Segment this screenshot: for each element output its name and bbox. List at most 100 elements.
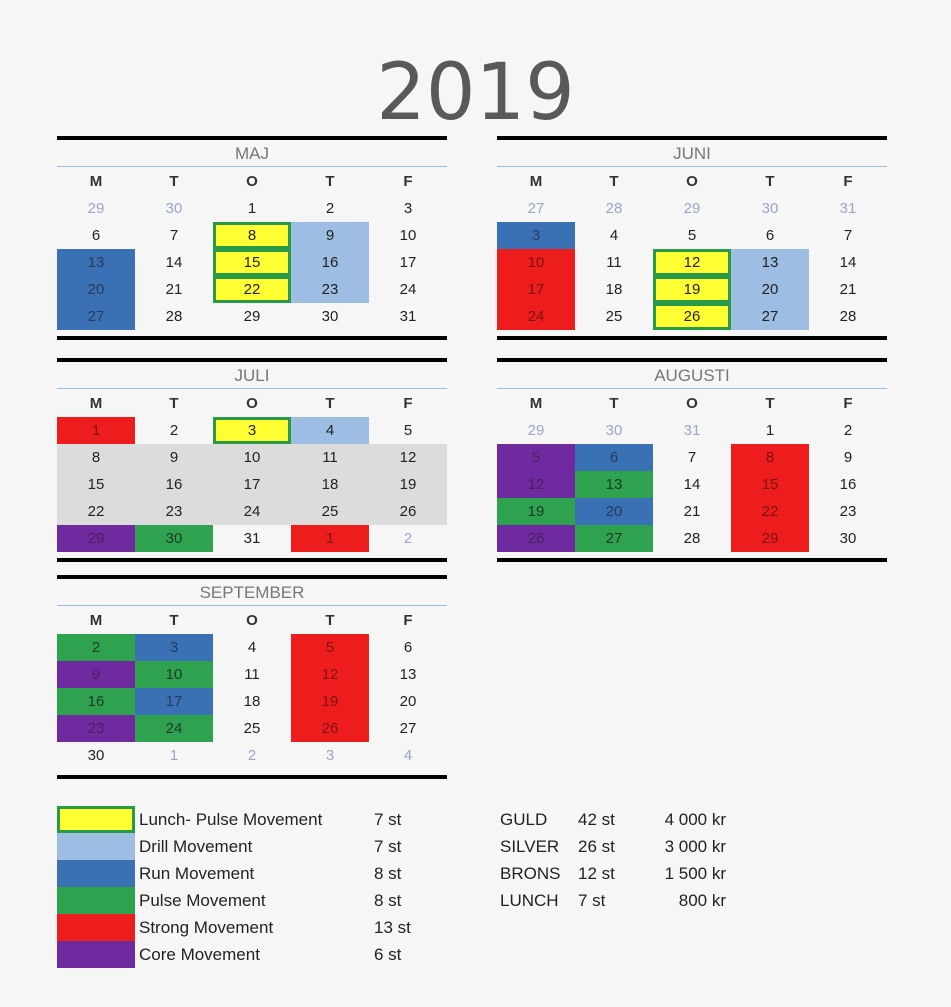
day-cell: 16: [57, 688, 135, 715]
weekday-label: O: [246, 395, 258, 412]
day-cell: 23: [839, 503, 857, 520]
legend-item: Run Movement 8 st: [57, 860, 477, 887]
day-cell: 29: [731, 525, 809, 552]
day-cell: 3: [213, 417, 291, 444]
weekday-label: F: [403, 395, 413, 412]
day-cell: 26: [369, 498, 447, 525]
legend: Lunch- Pulse Movement 7 st Drill Movement 7…: [57, 806, 477, 968]
legend-item: Core Movement 6 st: [57, 941, 477, 968]
day-cell: 27: [57, 303, 135, 330]
day-cell: 6: [575, 444, 653, 471]
day-cell: 6: [403, 639, 413, 656]
day-cell: 14: [839, 254, 857, 271]
day-cell: 10: [135, 661, 213, 688]
day-cell: 9: [291, 222, 369, 249]
day-cell: 6: [765, 227, 775, 244]
day-cell: 30: [165, 200, 183, 217]
day-cell: 10: [213, 444, 291, 471]
month-name: AUGUSTI: [497, 362, 887, 389]
day-cell: 28: [165, 308, 183, 325]
day-cell: 19: [653, 276, 731, 303]
day-cell: 21: [839, 281, 857, 298]
day-cell: 3: [497, 222, 575, 249]
prize-row: GULD 42 st 4 000 kr: [500, 806, 726, 833]
legend-label: Pulse Movement: [139, 890, 266, 910]
day-cell: 28: [605, 200, 623, 217]
day-cell: 19: [369, 471, 447, 498]
day-cell: 10: [497, 249, 575, 276]
day-cell: 17: [213, 471, 291, 498]
weekday-label: T: [169, 395, 179, 412]
week-row: 19 20 21 22 23: [497, 498, 887, 525]
week-row: 22 23 24 25 26: [57, 498, 447, 525]
weekday-label: F: [403, 173, 413, 190]
legend-item: Drill Movement 7 st: [57, 833, 477, 860]
week-row: 17 18 19 20 21: [497, 276, 887, 303]
day-cell: 15: [731, 471, 809, 498]
day-cell: 12: [653, 249, 731, 276]
legend-label: Lunch- Pulse Movement: [139, 809, 323, 829]
week-row: 13 14 15 16 17: [57, 249, 447, 276]
day-cell: 27: [575, 525, 653, 552]
weekday-label: F: [843, 173, 853, 190]
day-cell: 7: [169, 227, 179, 244]
day-cell: 10: [399, 227, 417, 244]
day-cell: 2: [169, 422, 179, 439]
day-cell: 21: [683, 503, 701, 520]
weekday-label: O: [686, 173, 698, 190]
prize-amount: 4 000 kr: [664, 809, 726, 829]
day-cell: 18: [243, 693, 261, 710]
weekday-label: M: [89, 612, 103, 629]
day-cell: 16: [291, 249, 369, 276]
day-cell: 11: [244, 666, 260, 683]
day-cell: 22: [57, 498, 135, 525]
week-row: 12 13 14 15 16: [497, 471, 887, 498]
day-cell: 12: [369, 444, 447, 471]
day-cell: 18: [605, 281, 623, 298]
day-cell: 20: [731, 276, 809, 303]
year-title: 2019: [376, 48, 575, 138]
day-cell: 29: [57, 525, 135, 552]
week-row: 29 30 31 1 2: [497, 417, 887, 444]
legend-item: Pulse Movement 8 st: [57, 887, 477, 914]
day-cell: 2: [247, 747, 257, 764]
day-cell: 26: [291, 715, 369, 742]
day-cell: 29: [87, 200, 105, 217]
day-cell: 30: [87, 747, 105, 764]
day-cell: 1: [247, 200, 257, 217]
prize-row: LUNCH 7 st 800 kr: [500, 887, 726, 914]
legend-label: Strong Movement: [139, 917, 274, 937]
day-cell: 27: [399, 720, 417, 737]
day-cell: 27: [731, 303, 809, 330]
day-cell: 9: [843, 449, 853, 466]
divider: [57, 558, 447, 562]
divider: [57, 775, 447, 779]
legend-label: Drill Movement: [139, 836, 253, 856]
weekday-label: T: [609, 395, 619, 412]
day-cell: 20: [575, 498, 653, 525]
day-cell: 17: [135, 688, 213, 715]
day-cell: 15: [213, 249, 291, 276]
day-cell: 12: [291, 661, 369, 688]
weekday-label: T: [169, 173, 179, 190]
day-cell: 17: [399, 254, 417, 271]
month-name: MAJ: [57, 140, 447, 167]
weekday-label: O: [686, 395, 698, 412]
day-cell: 9: [57, 661, 135, 688]
day-cell: 2: [325, 200, 335, 217]
day-cell: 1: [57, 417, 135, 444]
day-cell: 30: [321, 308, 339, 325]
month-name: SEPTEMBER: [57, 579, 447, 606]
week-row: 3 4 5 6 7: [497, 222, 887, 249]
legend-count: 13 st: [374, 917, 411, 937]
prize-amount: 1 500 kr: [664, 863, 726, 883]
day-cell: 30: [839, 530, 857, 547]
day-cell: 26: [653, 303, 731, 330]
legend-count: 7 st: [374, 836, 402, 856]
prize-name: SILVER: [500, 836, 560, 856]
day-cell: 5: [687, 227, 697, 244]
day-cell: 20: [399, 693, 417, 710]
